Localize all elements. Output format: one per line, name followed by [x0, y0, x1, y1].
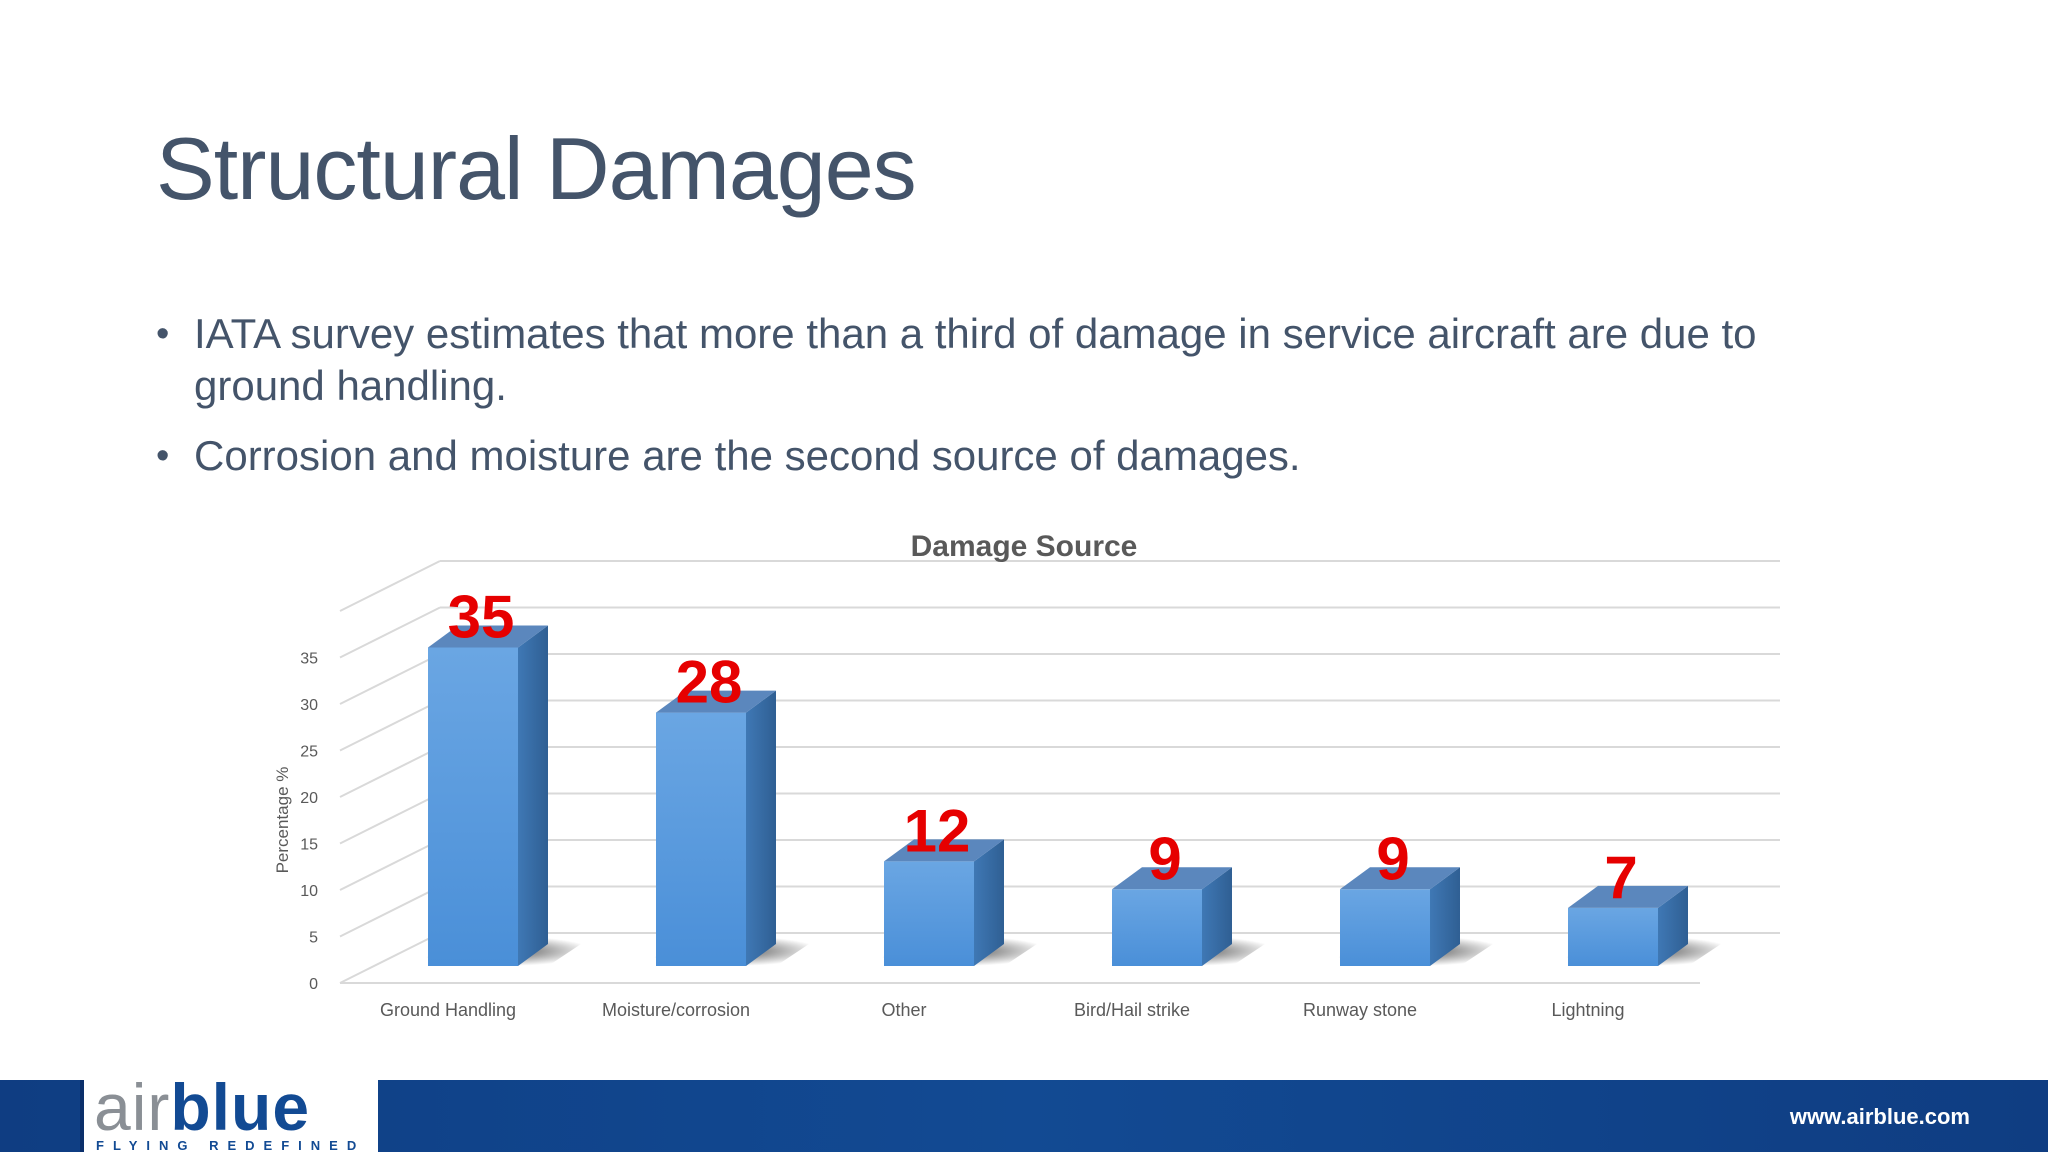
- gridline-diagonal: [339, 885, 441, 938]
- bar-other: [884, 861, 974, 966]
- gridline-diagonal: [339, 839, 441, 891]
- bullet-icon: •: [156, 435, 170, 477]
- bar-shadow: [872, 936, 1049, 966]
- bar-shadow: [1556, 936, 1733, 966]
- bar-side: [1202, 867, 1232, 966]
- bar-lightning: [1568, 907, 1658, 966]
- gridline-diagonal: [339, 932, 441, 984]
- bar-top: [1340, 867, 1460, 890]
- y-tick-label: 25: [300, 744, 318, 761]
- bullet-list: • IATA survey estimates that more than a…: [156, 308, 1876, 500]
- bullet-text: IATA survey estimates that more than a t…: [194, 310, 1757, 409]
- x-tick-label: Runway stone: [1303, 1000, 1417, 1020]
- data-label: 7: [1604, 844, 1637, 911]
- chart-title: Damage Source: [911, 530, 1138, 563]
- bar-moisture-corrosion: [656, 712, 746, 966]
- footer-bar: airblue FLYING REDEFINED www.airblue.com: [0, 1074, 2048, 1153]
- x-tick-label: Moisture/corrosion: [602, 1000, 750, 1020]
- x-tick-label: Bird/Hail strike: [1074, 1000, 1190, 1020]
- bar-ground-handling: [428, 647, 518, 966]
- bar-shadow: [416, 936, 593, 966]
- y-axis-label: Percentage %: [273, 767, 292, 874]
- gridline-diagonal: [339, 792, 441, 845]
- bar-side: [974, 839, 1004, 966]
- bar-top: [428, 625, 548, 648]
- x-tick-label: Lightning: [1551, 1000, 1624, 1020]
- bar-shadow: [1328, 936, 1505, 966]
- gridline-diagonal: [339, 699, 441, 752]
- bar-bird-hail-strike: [1112, 889, 1202, 966]
- data-label: 9: [1148, 825, 1181, 892]
- logo-air: air: [94, 1070, 171, 1144]
- bar-side: [746, 690, 776, 966]
- data-label: 35: [448, 584, 515, 651]
- bar-top: [656, 690, 776, 713]
- y-tick-label: 0: [309, 976, 318, 993]
- gridline-diagonal: [339, 606, 441, 659]
- website-url: www.airblue.com: [1789, 1104, 1970, 1129]
- bullet-icon: •: [156, 313, 170, 355]
- bullet-item: • Corrosion and moisture are the second …: [156, 430, 1876, 482]
- bar-side: [1658, 885, 1688, 966]
- bar-top: [1568, 885, 1688, 908]
- y-tick-label: 15: [300, 837, 318, 854]
- logo-blue: blue: [170, 1070, 311, 1144]
- y-tick-label: 20: [300, 790, 318, 807]
- data-label: 9: [1376, 825, 1409, 892]
- gridline-diagonal: [339, 746, 441, 798]
- y-tick-label: 10: [300, 883, 318, 900]
- x-tick-label: Other: [881, 1000, 926, 1020]
- slide-title: Structural Damages: [156, 119, 917, 218]
- data-label: 28: [676, 649, 743, 716]
- gridline-diagonal: [339, 560, 441, 612]
- bar-side: [1430, 867, 1460, 966]
- bullet-text: Corrosion and moisture are the second so…: [194, 432, 1301, 479]
- bar-runway-stone: [1340, 889, 1430, 966]
- data-label: 12: [904, 797, 971, 864]
- airblue-logo: airblue FLYING REDEFINED: [80, 1074, 378, 1153]
- x-tick-label: Ground Handling: [380, 1000, 516, 1020]
- y-tick-label: 35: [300, 651, 318, 668]
- bullet-item: • IATA survey estimates that more than a…: [156, 308, 1876, 412]
- bar-top: [884, 839, 1004, 862]
- gridline-diagonal: [339, 653, 441, 705]
- bar-side: [518, 625, 548, 966]
- y-tick-label: 5: [309, 930, 318, 947]
- logo-tagline: FLYING REDEFINED: [96, 1138, 366, 1153]
- bar-top: [1112, 867, 1232, 890]
- logo-wordmark: airblue: [94, 1074, 310, 1140]
- bar-shadow: [1100, 936, 1277, 966]
- y-tick-label: 30: [300, 697, 318, 714]
- bar-shadow: [644, 936, 821, 966]
